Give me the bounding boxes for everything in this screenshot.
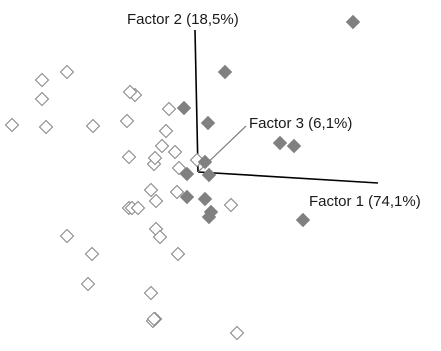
filled-point-7 bbox=[201, 167, 217, 183]
filled-point-8 bbox=[272, 135, 288, 151]
filled-point-10 bbox=[197, 191, 213, 207]
open-point-30 bbox=[170, 246, 186, 262]
factor-2-label: Factor 2 (18,5%) bbox=[127, 11, 239, 28]
open-point-31 bbox=[80, 276, 96, 292]
open-point-10 bbox=[161, 101, 177, 117]
open-point-3 bbox=[34, 91, 50, 107]
filled-point-14 bbox=[295, 212, 311, 228]
scatter-points bbox=[4, 14, 361, 341]
open-point-27 bbox=[84, 246, 100, 262]
open-point-28 bbox=[152, 229, 168, 245]
filled-point-4 bbox=[200, 115, 216, 131]
open-point-18 bbox=[171, 160, 187, 176]
open-point-36 bbox=[229, 325, 245, 341]
open-point-20 bbox=[169, 184, 185, 200]
filled-point-5 bbox=[197, 154, 213, 170]
open-point-13 bbox=[167, 144, 183, 160]
open-point-1 bbox=[34, 72, 50, 88]
axis-labels: Factor 2 (18,5%) Factor 3 (6,1%) Factor … bbox=[127, 11, 421, 210]
filled-point-6 bbox=[179, 166, 195, 182]
open-point-9 bbox=[122, 84, 138, 100]
factor-axes bbox=[194, 29, 379, 184]
open-point-11 bbox=[158, 123, 174, 139]
open-point-29 bbox=[223, 197, 239, 213]
open-point-24 bbox=[130, 200, 146, 216]
open-point-7 bbox=[119, 113, 135, 129]
open-point-5 bbox=[38, 119, 54, 135]
open-point-21 bbox=[148, 193, 164, 209]
open-point-12 bbox=[154, 138, 170, 154]
open-point-6 bbox=[85, 118, 101, 134]
open-point-14 bbox=[121, 149, 137, 165]
open-point-19 bbox=[143, 182, 159, 198]
factor-1-label: Factor 1 (74,1%) bbox=[309, 193, 421, 210]
filled-point-3 bbox=[176, 100, 192, 116]
filled-point-2 bbox=[217, 64, 233, 80]
open-point-16 bbox=[147, 150, 163, 166]
factor-1-axis bbox=[197, 171, 379, 184]
open-point-32 bbox=[143, 285, 159, 301]
filled-point-12 bbox=[201, 209, 217, 225]
filled-point-13 bbox=[179, 189, 195, 205]
filled-point-9 bbox=[286, 138, 302, 154]
factor-2-axis bbox=[194, 29, 199, 173]
factor-3-label: Factor 3 (6,1%) bbox=[249, 115, 352, 132]
open-point-2 bbox=[59, 64, 75, 80]
open-point-35 bbox=[146, 311, 162, 327]
open-point-25 bbox=[59, 228, 75, 244]
filled-point-1 bbox=[345, 14, 361, 30]
open-point-4 bbox=[4, 117, 20, 133]
